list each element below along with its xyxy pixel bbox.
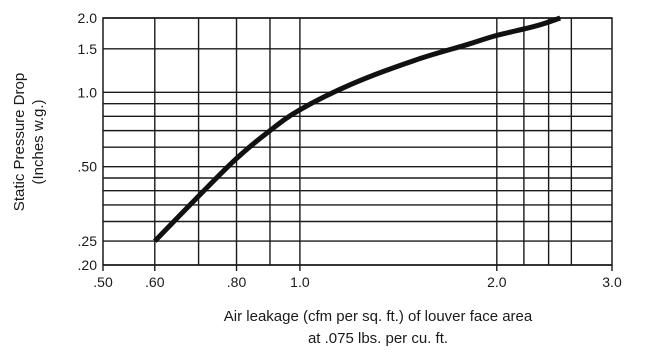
y-tick-label: .50 bbox=[78, 159, 98, 175]
x-tick-label: 3.0 bbox=[602, 274, 622, 290]
x-tick-label: .60 bbox=[145, 274, 165, 290]
plot-frame bbox=[102, 17, 613, 266]
y-tick-label: .20 bbox=[78, 257, 98, 273]
x-tick-label: .80 bbox=[227, 274, 247, 290]
x-axis-label-line-2: at .075 lbs. per cu. ft. bbox=[308, 330, 448, 347]
y-tick-labels: .20 .25 .50 1.0 1.5 2.0 bbox=[78, 10, 98, 273]
y-tick-label: 2.0 bbox=[78, 10, 98, 26]
x-tick-labels: .50 .60 .80 1.0 2.0 3.0 bbox=[93, 274, 622, 290]
y-tick-label: 1.0 bbox=[78, 84, 98, 100]
y-tick-label: 1.5 bbox=[78, 41, 98, 57]
series-group bbox=[153, 15, 562, 243]
series-line bbox=[153, 15, 562, 243]
x-tick-label: 1.0 bbox=[290, 274, 310, 290]
y-tick-label: .25 bbox=[78, 233, 98, 249]
x-tick-label: 2.0 bbox=[487, 274, 507, 290]
grid-lines bbox=[102, 17, 613, 271]
y-axis-label-line-2: (Inches w.g.) bbox=[30, 99, 47, 184]
x-tick-label: .50 bbox=[93, 274, 113, 290]
y-axis-label-line-1: Static Pressure Drop bbox=[11, 73, 28, 211]
x-axis-label-line-1: Air leakage (cfm per sq. ft.) of louver … bbox=[224, 308, 533, 325]
